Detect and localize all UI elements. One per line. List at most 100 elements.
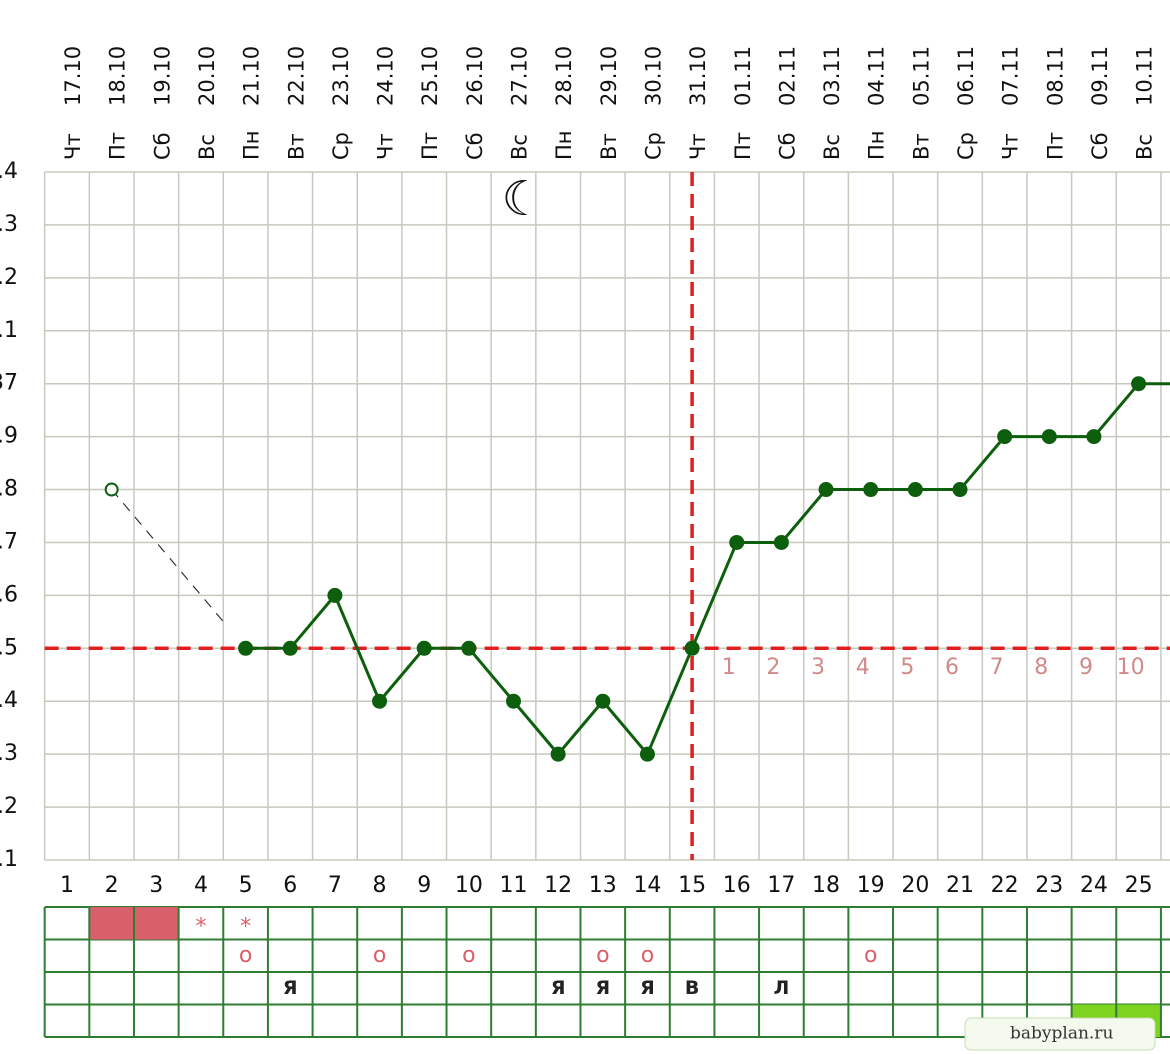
y-tick-label: 36.5 [0,635,18,660]
y-tick-label: 36.1 [0,847,18,872]
table-mark: о [864,943,877,968]
date: 28.10 [552,46,576,106]
day-number: 17 [767,873,795,898]
weekday: Сб [775,132,799,160]
temperature-point [729,534,745,550]
temperature-point [595,693,611,709]
day-number: 12 [544,873,572,898]
temperature-point [952,482,968,498]
temperature-point [639,746,655,762]
weekday: Ср [641,132,665,160]
weekday: Вс [195,134,219,160]
table-mark: В [685,977,699,999]
y-tick-label: 36.2 [0,794,18,819]
day-number: 6 [283,873,297,898]
table-mark: о [462,943,475,968]
temperature-line [245,382,1170,757]
phase-number: 6 [945,655,959,680]
phase-number: 5 [900,655,914,680]
table-mark: о [641,943,654,968]
temperature-point [282,640,298,656]
date: 10.11 [1133,46,1157,106]
day-number: 18 [812,873,840,898]
phase-number: 10 [1117,655,1145,680]
day-number: 25 [1125,873,1153,898]
phase-number: 8 [1034,655,1048,680]
day-number: 3 [149,873,163,898]
temperature-point [461,640,477,656]
weekday: Чт [61,133,85,160]
table-mark: о [373,943,386,968]
day-number: 9 [417,873,431,898]
date: 19.10 [150,46,174,106]
y-tick-label: 36.3 [0,741,18,766]
y-tick-label: 37.2 [0,265,18,290]
date: 21.10 [240,46,264,106]
temperature-point [997,429,1013,445]
moon: ☾ [501,171,544,227]
weekday: Чт [374,133,398,160]
date: 29.10 [597,46,621,106]
date: 30.10 [641,46,665,106]
table-mark: * [195,914,206,939]
temperature-point [1041,429,1057,445]
date: 07.11 [999,46,1023,106]
temperature-point [863,482,879,498]
date: 03.11 [820,46,844,106]
watermark-box [964,1017,1156,1051]
temperature-point [104,482,119,497]
temperature-point [550,746,566,762]
y-tick-label: 37 [0,371,18,396]
day-number: 23 [1035,873,1063,898]
table-mark: о [596,943,609,968]
table-fill [133,907,179,940]
temperature-point [684,640,700,656]
weekday: Пн [865,130,889,160]
day-number: 2 [105,873,119,898]
temperature-point [1131,376,1147,392]
table-mark: Я [551,977,566,999]
date: 04.11 [865,46,889,106]
weekday: Чт [686,133,710,160]
day-number: 22 [991,873,1019,898]
weekday: Чт [999,133,1023,160]
temperature-point [1086,429,1102,445]
weekday: Сб [150,132,174,160]
table-fill [89,907,134,940]
y-tick-label: 36.7 [0,529,18,554]
date: 26.10 [463,46,487,106]
date: 18.10 [106,46,130,106]
date: 23.10 [329,46,353,106]
day-number: 24 [1080,873,1108,898]
phase-number: 2 [766,655,780,680]
temperature-point [372,693,388,709]
y-tick-label: 37.3 [0,212,18,237]
temperature-point [416,640,432,656]
temperature-point [327,587,343,603]
weekday: Ср [954,132,978,160]
y-tick-label: 37.4 [0,159,18,184]
weekday: Пт [1043,132,1067,160]
table-mark: * [240,914,251,939]
day-number: 5 [239,873,253,898]
weekday: Ср [329,132,353,160]
temperature-point [907,482,923,498]
date: 08.11 [1043,46,1067,106]
watermark: babyplan.ru [1010,1024,1113,1044]
date: 06.11 [954,46,978,106]
phase-number: 3 [811,655,825,680]
date: 05.11 [909,46,933,106]
day-number: 16 [723,873,751,898]
y-tick-label: 37.1 [0,318,18,343]
date: 27.10 [508,46,532,106]
date: 25.10 [418,46,442,106]
y-tick-label: 36.6 [0,582,18,607]
day-number: 21 [946,873,974,898]
day-number: 15 [678,873,706,898]
weekday: Пт [418,132,442,160]
date: 01.11 [731,46,755,106]
phase-number: 7 [990,655,1004,680]
weekday: Пт [731,132,755,160]
weekday: Вт [284,133,308,160]
